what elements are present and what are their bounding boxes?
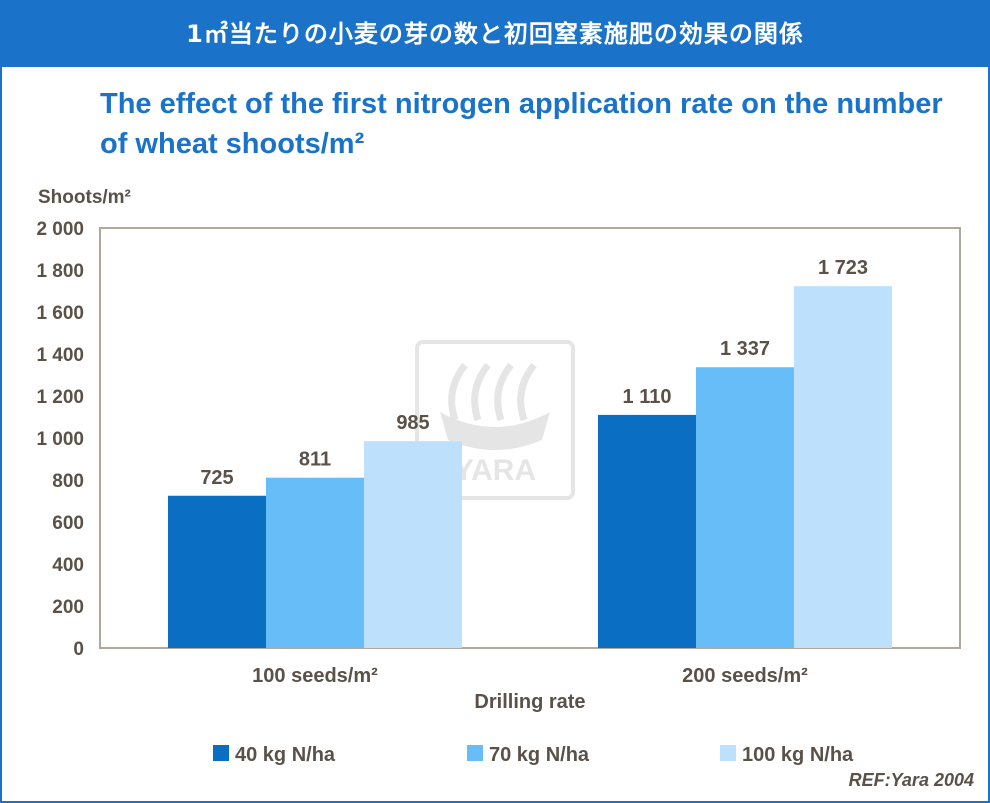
y-axis-label: Shoots/m² [38, 187, 131, 208]
x-axis-label: Drilling rate [474, 691, 585, 713]
bar-value-label: 1 110 [623, 386, 672, 408]
chart-title: The effect of the first nitrogen applica… [100, 88, 943, 160]
legend-swatch [467, 745, 483, 761]
x-tick-label: 100 seeds/m² [252, 665, 378, 687]
legend-label: 40 kg N/ha [235, 744, 336, 766]
y-tick-label: 400 [52, 555, 84, 576]
y-tick-label: 1 200 [36, 387, 84, 408]
y-tick-label: 800 [52, 471, 84, 492]
bar [168, 495, 266, 648]
banner-title: 1㎡当たりの小麦の芽の数と初回窒素施肥の効果の関係 [2, 2, 988, 67]
yara-watermark: YARA [415, 340, 575, 500]
y-tick-label: 200 [52, 597, 84, 618]
y-tick-label: 2 000 [36, 219, 84, 240]
bar-value-label: 725 [200, 467, 233, 489]
reference-note: REF:Yara 2004 [848, 770, 974, 790]
bar [696, 367, 794, 648]
y-tick-label: 1 600 [36, 303, 84, 324]
legend-label: 100 kg N/ha [742, 744, 854, 766]
bar-value-label: 1 337 [720, 338, 770, 360]
legend-label: 70 kg N/ha [489, 744, 590, 766]
bar [794, 286, 892, 648]
y-tick-label: 1 800 [36, 261, 84, 282]
x-tick-label: 200 seeds/m² [682, 665, 808, 687]
bar-value-label: 811 [299, 449, 331, 471]
legend-swatch [720, 745, 736, 761]
bar [364, 441, 462, 648]
y-tick-label: 600 [52, 513, 84, 534]
y-tick-label: 1 400 [36, 345, 84, 366]
legend-swatch [213, 745, 229, 761]
bar-value-label: 1 723 [818, 257, 868, 279]
y-tick-label: 1 000 [36, 429, 84, 450]
bar-value-label: 985 [396, 412, 429, 434]
bar [266, 477, 364, 648]
y-tick-label: 0 [73, 639, 84, 660]
bar [598, 414, 696, 648]
watermark-text: YARA [454, 454, 536, 487]
plot-area [99, 227, 961, 649]
